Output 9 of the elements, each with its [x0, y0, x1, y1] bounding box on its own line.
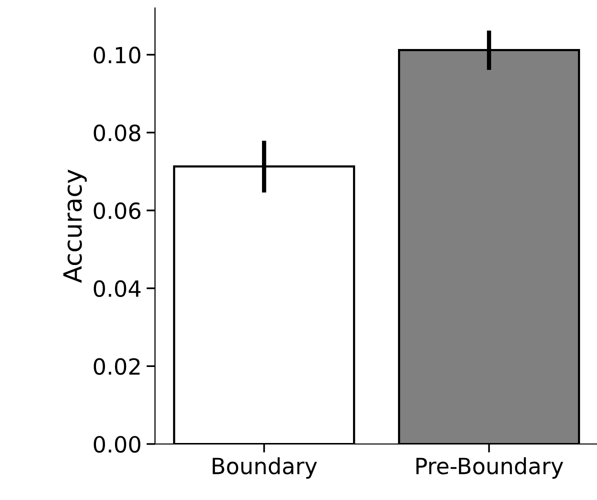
y-tick-label: 0.08 [94, 124, 140, 142]
y-tick-label: 0.00 [94, 436, 140, 453]
y-tick-label: 0.10 [94, 46, 140, 64]
y-axis-title: Accuracy [63, 170, 87, 283]
y-tick-label: 0.04 [94, 280, 141, 298]
x-tick-label: Boundary [212, 457, 317, 479]
y-tick-label: 0.02 [94, 358, 140, 375]
x-tick-label: Pre-Boundary [416, 457, 564, 479]
y-tick-label: 0.06 [94, 202, 140, 220]
